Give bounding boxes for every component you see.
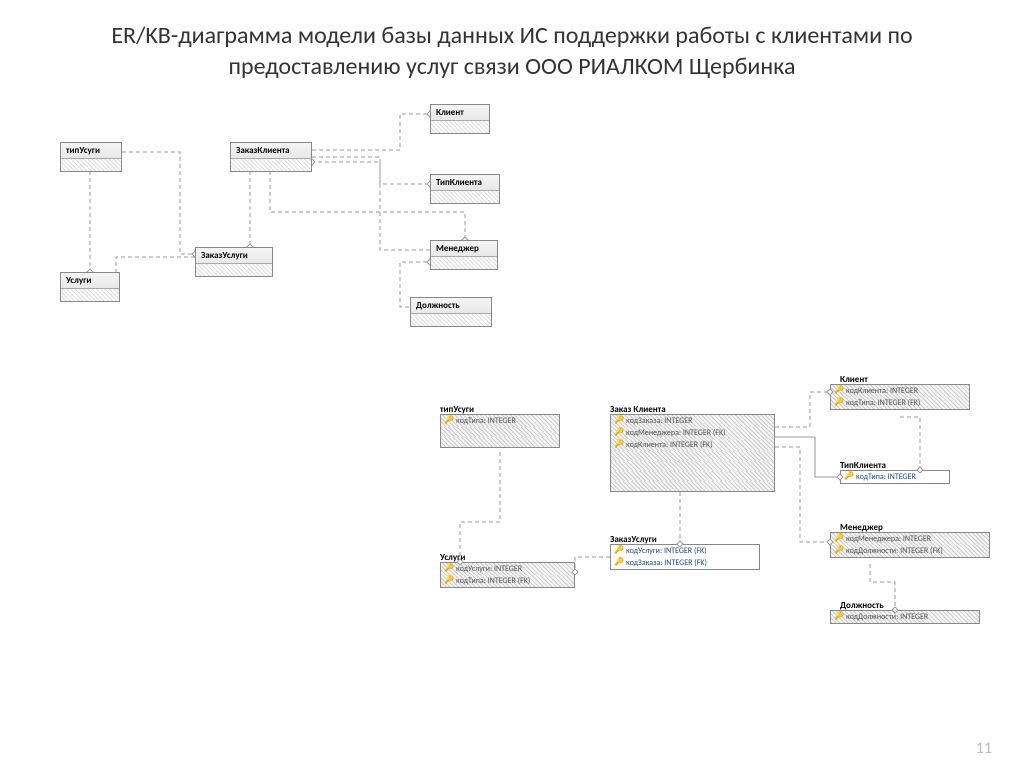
entity-detail-klient2: кодКлиента: INTEGER кодТипа: INTEGER (FK)	[830, 384, 970, 410]
attribute-text: кодТипа: INTEGER (FK)	[846, 398, 920, 408]
attribute-text: кодЗаказа: INTEGER	[626, 416, 692, 426]
entity-zakazUslugi: ЗаказУслуги	[195, 247, 273, 277]
key-icon	[834, 399, 844, 407]
entity-body	[61, 289, 119, 301]
key-icon	[834, 535, 844, 543]
entity-header: ЗаказКлиента	[231, 143, 311, 159]
attribute-row: кодТипа: INTEGER (FK)	[831, 397, 969, 409]
attribute-row-empty	[611, 481, 774, 491]
entity-tipUsugi: типУсуги	[60, 142, 122, 172]
attribute-text: кодУслуги: INTEGER	[456, 564, 522, 574]
entity-detail-tipKlienta2: кодТипа: INTEGER	[840, 470, 950, 484]
connector-line	[775, 392, 830, 427]
attribute-text: кодМенеджера: INTEGER	[846, 534, 931, 544]
entity-header: Должность	[411, 298, 491, 314]
entity-detail-zakazKlienta2: кодЗаказа: INTEGER кодМенеджера: INTEGER …	[610, 414, 775, 492]
key-icon	[614, 559, 624, 567]
entity-tipKlienta: ТипКлиента	[430, 174, 500, 204]
entity-detail-menedzher2: кодМенеджера: INTEGER кодДолжности: INTEG…	[830, 532, 990, 558]
page-number: 11	[976, 739, 992, 758]
entity-body	[231, 159, 311, 171]
attribute-row: кодДолжности: INTEGER	[831, 611, 979, 623]
entity-detail-dolzhnost2: кодДолжности: INTEGER	[830, 610, 980, 624]
key-icon	[614, 417, 624, 425]
connector-line	[775, 437, 840, 477]
entity-body	[431, 257, 497, 269]
diagram-canvas: типУсуги ЗаказКлиента Клиент ТипКлиента Зака…	[0, 92, 1024, 712]
connector-line	[122, 152, 195, 254]
entity-body	[411, 314, 491, 326]
attribute-row: кодЗаказа: INTEGER (FK)	[611, 557, 759, 569]
attribute-text: кодТипа: INTEGER	[856, 472, 916, 482]
attribute-row: кодТипа: INTEGER (FK)	[441, 575, 574, 587]
attribute-row-empty	[611, 471, 774, 481]
attribute-row: кодМенеджера: INTEGER	[831, 533, 989, 545]
attribute-row: кодТипа: INTEGER	[841, 471, 949, 483]
attribute-row: кодКлиента: INTEGER (FK)	[611, 439, 774, 451]
entity-klient: Клиент	[430, 104, 490, 134]
entity-detail-tipUsugi2: кодТипа: INTEGER	[440, 414, 560, 448]
entity-header: типУсуги	[61, 143, 121, 159]
entity-dolzhnost: Должность	[410, 297, 492, 327]
attribute-row: кодТипа: INTEGER	[441, 415, 559, 427]
entity-uslugi: Услуги	[60, 272, 120, 302]
connector-line	[900, 417, 920, 470]
page-title: ER/KB-диаграмма модели базы данных ИС по…	[0, 0, 1024, 92]
attribute-text: кодКлиента: INTEGER (FK)	[626, 440, 713, 450]
key-icon	[444, 417, 454, 425]
attribute-row: кодУслуги: INTEGER (FK)	[611, 545, 759, 557]
attribute-row: кодКлиента: INTEGER	[831, 385, 969, 397]
entity-header: Услуги	[61, 273, 119, 289]
key-icon	[834, 613, 844, 621]
entity-header: ЗаказУслуги	[196, 248, 272, 264]
entity-body	[431, 191, 499, 203]
connector-line	[312, 162, 430, 250]
attribute-text: кодДолжности: INTEGER (FK)	[846, 546, 943, 556]
attribute-row-empty	[611, 451, 774, 461]
attribute-row: кодМенеджера: INTEGER (FK)	[611, 427, 774, 439]
entity-zakazKlienta: ЗаказКлиента	[230, 142, 312, 172]
attribute-row-empty	[441, 437, 559, 447]
connector-line	[775, 447, 830, 542]
key-icon	[614, 441, 624, 449]
attribute-text: кодЗаказа: INTEGER (FK)	[626, 558, 707, 568]
key-icon	[614, 429, 624, 437]
attribute-row: кодДолжности: INTEGER (FK)	[831, 545, 989, 557]
entity-detail-uslugi2: кодУслуги: INTEGER кодТипа: INTEGER (FK)	[440, 562, 575, 588]
key-icon	[834, 387, 844, 395]
entity-menedzher: Менеджер	[430, 240, 498, 270]
key-icon	[844, 473, 854, 481]
attribute-text: кодКлиента: INTEGER	[846, 386, 918, 396]
attribute-text: кодТипа: INTEGER (FK)	[456, 576, 530, 586]
attribute-row-empty	[611, 461, 774, 471]
key-icon	[444, 565, 454, 573]
key-icon	[834, 547, 844, 555]
connector-line	[575, 557, 610, 572]
key-icon	[444, 577, 454, 585]
key-icon	[614, 547, 624, 555]
entity-body	[196, 264, 272, 276]
entity-body	[61, 159, 121, 171]
entity-detail-zakazUslugi2: кодУслуги: INTEGER (FK) кодЗаказа: INTEGE…	[610, 544, 760, 570]
connector-line	[460, 452, 500, 562]
attribute-text: кодМенеджера: INTEGER (FK)	[626, 428, 726, 438]
connector-line	[312, 157, 430, 184]
entity-header: ТипКлиента	[431, 175, 499, 191]
attribute-row: кодУслуги: INTEGER	[441, 563, 574, 575]
entity-body	[431, 121, 489, 133]
attribute-text: кодТипа: INTEGER	[456, 416, 516, 426]
attribute-row: кодЗаказа: INTEGER	[611, 415, 774, 427]
attribute-text: кодДолжности: INTEGER	[846, 612, 928, 622]
attribute-row-empty	[441, 427, 559, 437]
entity-header: Клиент	[431, 105, 489, 121]
entity-header: Менеджер	[431, 241, 497, 257]
connector-line	[312, 114, 430, 150]
attribute-text: кодУслуги: INTEGER (FK)	[626, 546, 707, 556]
